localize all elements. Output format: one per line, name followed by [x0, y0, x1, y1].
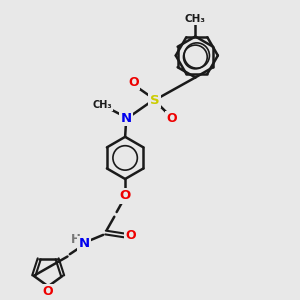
Text: O: O: [126, 229, 136, 242]
Text: O: O: [129, 76, 139, 89]
Text: H: H: [71, 233, 81, 246]
Text: CH₃: CH₃: [185, 14, 206, 24]
Text: O: O: [167, 112, 177, 125]
Text: CH₃: CH₃: [93, 100, 112, 110]
Text: N: N: [120, 112, 132, 125]
Text: O: O: [119, 189, 131, 203]
Text: S: S: [150, 94, 159, 107]
Text: N: N: [79, 237, 90, 250]
Text: O: O: [43, 285, 53, 298]
